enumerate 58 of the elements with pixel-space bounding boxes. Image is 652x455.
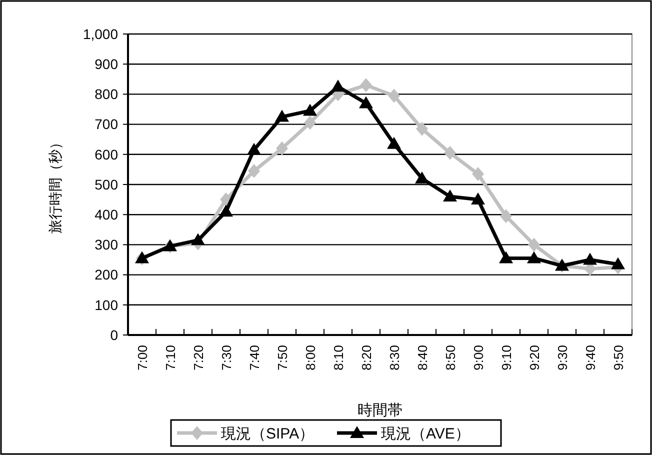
point (611, 257, 625, 270)
y-tick-label: 1,000 (82, 26, 118, 42)
y-tick-label: 700 (94, 116, 118, 132)
point (303, 104, 317, 116)
point (388, 88, 400, 103)
point (499, 251, 513, 264)
y-tick-label: 100 (94, 296, 118, 313)
point (443, 190, 457, 202)
point (247, 142, 261, 155)
x-tick-label: 7:40 (247, 345, 262, 370)
point (304, 116, 316, 130)
x-tick-label: 7:50 (275, 345, 290, 370)
y-tick-label: 300 (94, 236, 118, 253)
y-tick-label: 900 (94, 56, 118, 72)
legend-label: 現況（AVE） (381, 425, 470, 442)
x-tick-label: 7:00 (135, 345, 150, 370)
x-tick-label: 8:40 (415, 345, 430, 370)
point (471, 192, 485, 205)
point (527, 251, 541, 264)
y-tick-label: 0 (110, 326, 118, 343)
x-axis-title: 時間帯 (358, 402, 402, 419)
point (444, 146, 456, 160)
point (275, 110, 289, 122)
x-tick-label: 9:40 (583, 345, 598, 370)
x-tick-label: 8:00 (303, 345, 318, 370)
point (472, 166, 484, 181)
point (387, 136, 401, 149)
x-tick-label: 8:10 (331, 345, 346, 370)
x-tick-label: 8:50 (443, 345, 458, 370)
point (416, 122, 428, 136)
x-tick-label: 9:50 (611, 345, 626, 370)
legend-label: 現況（SIPA） (221, 425, 314, 442)
point (360, 78, 372, 92)
y-tick-label: 200 (94, 266, 118, 283)
x-tick-label: 7:30 (219, 345, 234, 370)
y-tick-label: 600 (94, 146, 118, 162)
y-tick-label: 800 (94, 86, 118, 102)
x-tick-label: 8:30 (387, 345, 402, 370)
x-tick-label: 9:10 (499, 345, 514, 370)
x-tick-label: 8:20 (359, 345, 374, 370)
point (528, 238, 540, 252)
point (248, 164, 260, 178)
y-tick-label: 400 (94, 206, 118, 222)
x-tick-label: 9:20 (527, 345, 542, 370)
point (415, 171, 429, 184)
point (359, 96, 373, 108)
point (276, 141, 288, 156)
point (191, 233, 205, 246)
x-tick-label: 7:20 (191, 345, 206, 370)
point (583, 252, 597, 265)
x-tick-label: 7:10 (163, 345, 178, 370)
x-tick-label: 9:30 (555, 345, 570, 370)
point (500, 209, 512, 224)
point (219, 204, 233, 217)
x-tick-label: 9:00 (471, 345, 486, 370)
y-axis-title: 旅行時間（秒） (47, 136, 63, 234)
point (331, 80, 345, 92)
y-tick-label: 500 (94, 176, 118, 192)
